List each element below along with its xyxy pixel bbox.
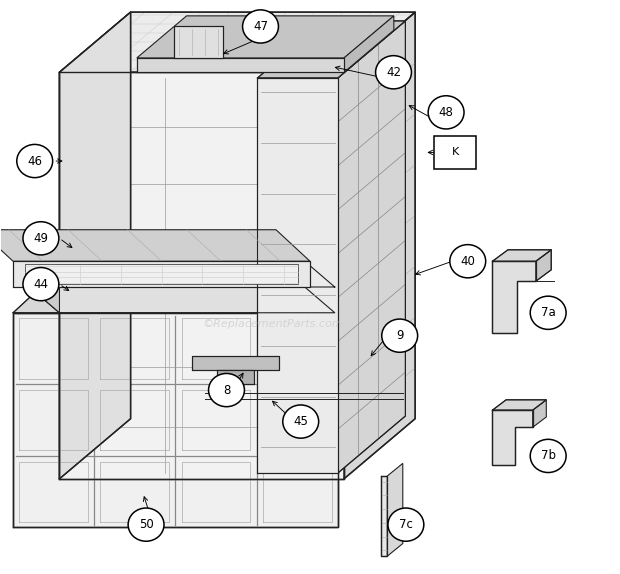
Circle shape — [530, 296, 566, 329]
Polygon shape — [492, 261, 536, 333]
Circle shape — [450, 245, 485, 278]
Text: 45: 45 — [293, 415, 308, 428]
Polygon shape — [217, 370, 254, 385]
Polygon shape — [13, 313, 338, 528]
Text: 9: 9 — [396, 329, 404, 342]
Circle shape — [23, 222, 59, 255]
Text: 7b: 7b — [541, 449, 556, 463]
Text: 7a: 7a — [541, 307, 556, 319]
Polygon shape — [16, 276, 335, 313]
Polygon shape — [381, 476, 388, 556]
Polygon shape — [13, 261, 310, 287]
Polygon shape — [137, 16, 394, 58]
Circle shape — [242, 10, 278, 43]
Circle shape — [388, 508, 424, 541]
Polygon shape — [338, 21, 405, 473]
Circle shape — [283, 405, 319, 438]
Polygon shape — [344, 12, 415, 479]
Polygon shape — [60, 12, 415, 72]
Circle shape — [17, 145, 53, 177]
Text: 42: 42 — [386, 66, 401, 79]
Text: 40: 40 — [460, 255, 475, 267]
Circle shape — [428, 96, 464, 129]
Text: K: K — [452, 148, 459, 157]
Polygon shape — [0, 230, 310, 261]
Text: 7c: 7c — [399, 518, 413, 531]
Circle shape — [23, 267, 59, 301]
Text: 50: 50 — [139, 518, 153, 531]
Polygon shape — [536, 250, 551, 281]
Polygon shape — [192, 356, 279, 370]
Polygon shape — [60, 12, 131, 479]
Polygon shape — [257, 78, 338, 473]
Polygon shape — [13, 290, 363, 313]
Circle shape — [382, 319, 418, 352]
Text: 46: 46 — [27, 154, 42, 168]
Circle shape — [376, 56, 412, 89]
Polygon shape — [174, 26, 223, 58]
Circle shape — [208, 374, 244, 406]
Text: 48: 48 — [439, 106, 454, 119]
Polygon shape — [388, 463, 403, 556]
Polygon shape — [257, 21, 405, 78]
FancyBboxPatch shape — [435, 137, 476, 169]
Polygon shape — [16, 250, 60, 313]
Circle shape — [530, 439, 566, 472]
Text: 49: 49 — [33, 232, 48, 245]
Polygon shape — [137, 58, 344, 72]
Polygon shape — [16, 250, 335, 287]
Circle shape — [128, 508, 164, 541]
Polygon shape — [492, 400, 546, 410]
Polygon shape — [492, 250, 551, 261]
Polygon shape — [492, 410, 533, 464]
Text: ©ReplacementParts.com: ©ReplacementParts.com — [203, 319, 343, 329]
Text: 8: 8 — [223, 383, 230, 397]
Text: 47: 47 — [253, 20, 268, 33]
Polygon shape — [25, 264, 298, 284]
Polygon shape — [344, 16, 394, 72]
Text: 44: 44 — [33, 278, 48, 290]
Polygon shape — [60, 72, 344, 479]
Polygon shape — [533, 400, 546, 427]
